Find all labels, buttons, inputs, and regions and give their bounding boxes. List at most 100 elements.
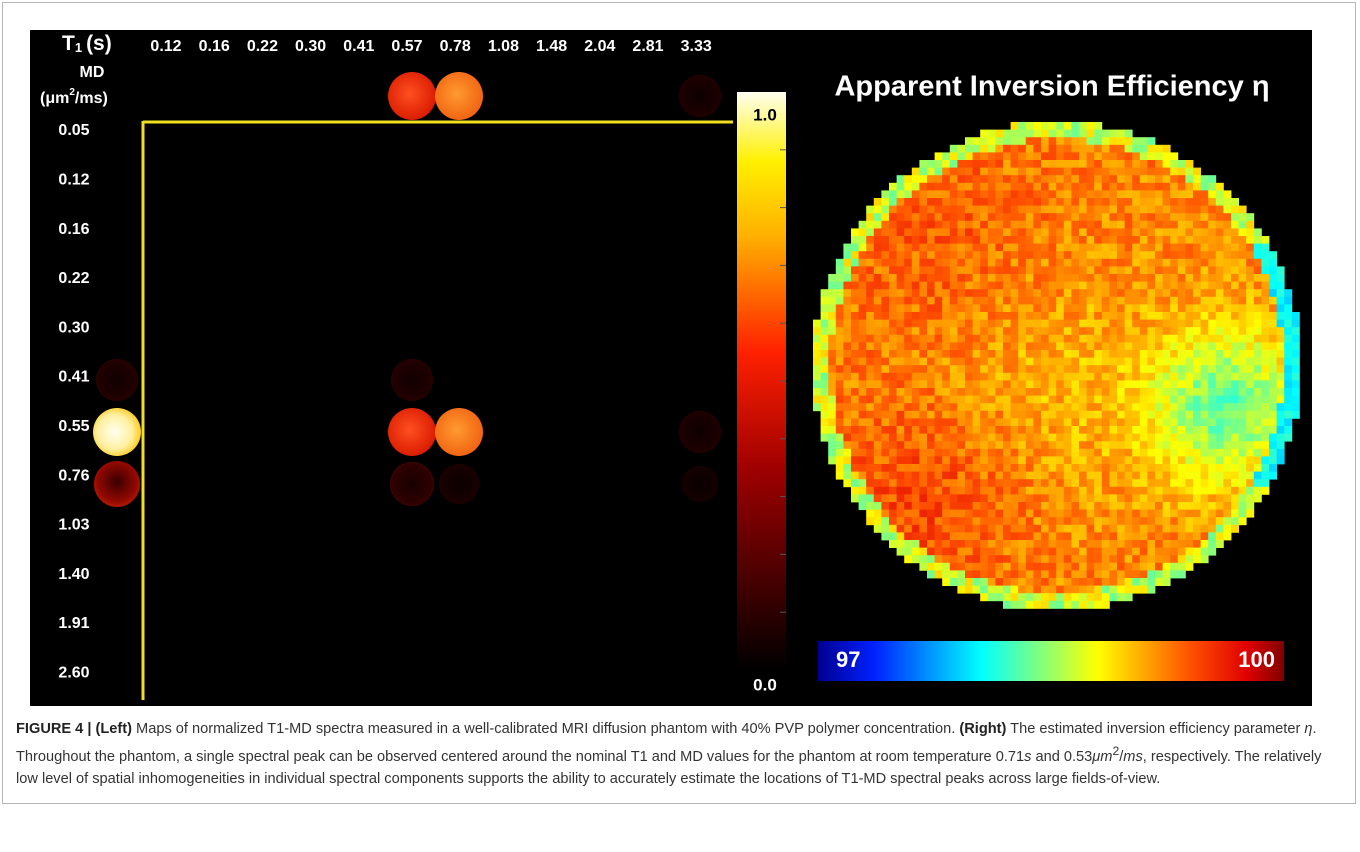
map-pixel [942, 168, 950, 176]
map-pixel [1208, 342, 1216, 350]
map-pixel [973, 540, 981, 548]
map-pixel [1178, 365, 1186, 373]
map-pixel [1125, 578, 1133, 586]
map-pixel [1163, 236, 1171, 244]
map-pixel [1102, 593, 1110, 601]
map-pixel [904, 297, 912, 305]
map-pixel [881, 327, 889, 335]
map-pixel [1216, 312, 1224, 320]
map-pixel [935, 320, 943, 328]
map-pixel [897, 320, 905, 328]
map-pixel [866, 297, 874, 305]
map-pixel [1071, 236, 1079, 244]
map-pixel [912, 456, 920, 464]
map-pixel [1003, 183, 1011, 191]
map-pixel [1170, 403, 1178, 411]
map-pixel [965, 365, 973, 373]
map-pixel [935, 190, 943, 198]
map-pixel [1102, 266, 1110, 274]
map-pixel [927, 175, 935, 183]
map-pixel [919, 517, 927, 525]
map-pixel [1132, 335, 1140, 343]
map-pixel [1125, 494, 1133, 502]
map-pixel [859, 251, 867, 259]
map-pixel [1033, 320, 1041, 328]
map-pixel [1132, 350, 1140, 358]
map-pixel [1178, 236, 1186, 244]
map-pixel [1208, 487, 1216, 495]
map-pixel [1049, 456, 1057, 464]
map-pixel [1117, 297, 1125, 305]
map-pixel [1079, 358, 1087, 366]
map-pixel [1109, 213, 1117, 221]
map-pixel [1178, 274, 1186, 282]
map-pixel [1261, 259, 1269, 267]
map-pixel [1087, 563, 1095, 571]
map-pixel [836, 342, 844, 350]
map-pixel [1094, 472, 1102, 480]
map-pixel [1170, 365, 1178, 373]
map-pixel [935, 228, 943, 236]
md-tick-label: 0.22 [58, 270, 89, 287]
map-pixel [973, 312, 981, 320]
map-pixel [950, 206, 958, 214]
map-pixel [973, 137, 981, 145]
map-pixel [1117, 183, 1125, 191]
map-pixel [1079, 137, 1087, 145]
map-pixel [1292, 350, 1300, 358]
map-pixel [874, 289, 882, 297]
map-pixel [1254, 358, 1262, 366]
map-pixel [942, 312, 950, 320]
map-pixel [1026, 304, 1034, 312]
map-pixel [1056, 418, 1064, 426]
map-pixel [904, 555, 912, 563]
map-pixel [1223, 510, 1231, 518]
map-pixel [1125, 145, 1133, 153]
map-pixel [1094, 259, 1102, 267]
map-pixel [1163, 190, 1171, 198]
map-pixel [1011, 266, 1019, 274]
map-pixel [973, 472, 981, 480]
map-pixel [927, 266, 935, 274]
map-pixel [935, 152, 943, 160]
map-pixel [1117, 525, 1125, 533]
map-pixel [821, 327, 829, 335]
map-pixel [1033, 259, 1041, 267]
map-pixel [821, 403, 829, 411]
map-pixel [973, 251, 981, 259]
map-pixel [828, 434, 836, 442]
map-pixel [957, 297, 965, 305]
map-pixel [1094, 494, 1102, 502]
map-pixel [1109, 380, 1117, 388]
map-pixel [973, 586, 981, 594]
map-pixel [1056, 190, 1064, 198]
map-pixel [889, 244, 897, 252]
map-pixel [1147, 525, 1155, 533]
map-pixel [995, 152, 1003, 160]
map-pixel [1132, 152, 1140, 160]
map-pixel [935, 510, 943, 518]
map-pixel [1125, 304, 1133, 312]
map-pixel [1041, 418, 1049, 426]
map-pixel [912, 168, 920, 176]
map-pixel [1277, 411, 1285, 419]
map-pixel [1011, 130, 1019, 138]
map-pixel [1261, 358, 1269, 366]
map-pixel [1064, 510, 1072, 518]
map-pixel [988, 350, 996, 358]
map-pixel [1033, 168, 1041, 176]
map-pixel [897, 456, 905, 464]
map-pixel [1056, 282, 1064, 290]
map-pixel [988, 198, 996, 206]
map-pixel [919, 342, 927, 350]
map-pixel [1193, 228, 1201, 236]
map-pixel [1117, 380, 1125, 388]
map-pixel [1003, 137, 1011, 145]
map-pixel [980, 206, 988, 214]
map-pixel [1003, 266, 1011, 274]
map-pixel [1216, 380, 1224, 388]
map-pixel [1132, 282, 1140, 290]
map-pixel [1102, 464, 1110, 472]
map-pixel [1049, 297, 1057, 305]
map-pixel [1026, 221, 1034, 229]
